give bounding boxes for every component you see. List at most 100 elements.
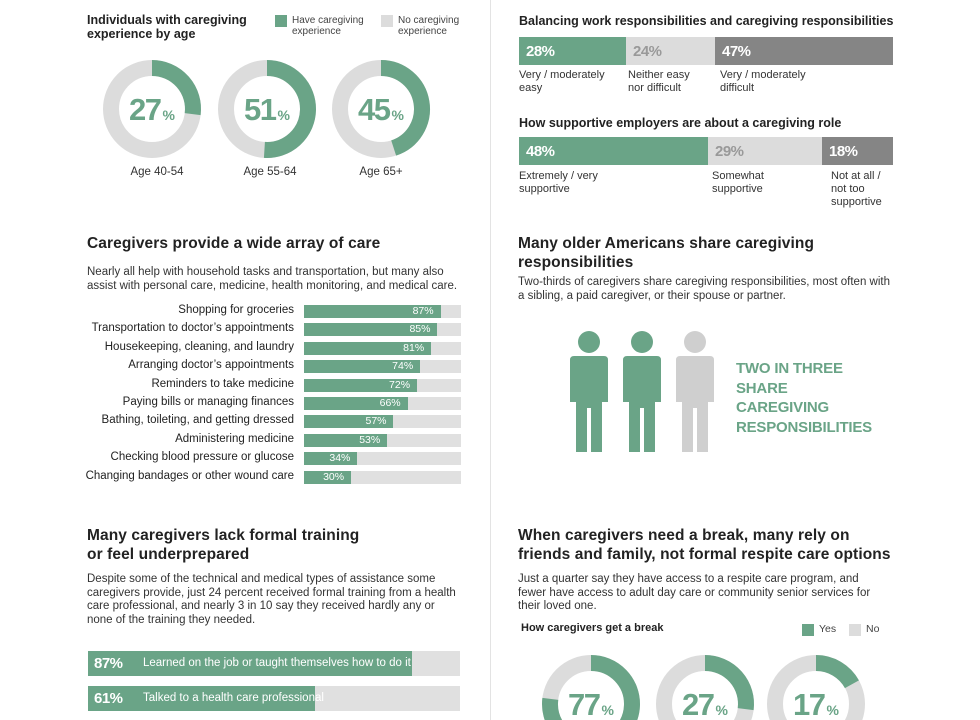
share-callout: TWO IN THREE SHARE CAREGIVING RESPONSIBI… [736,359,876,437]
break-donut-charts: 77% 27% 17% [542,655,865,720]
column-divider [490,0,491,720]
care-bar-label: Administering medicine [175,432,294,445]
care-bar-row: Paying bills or managing finances 66% [87,396,461,410]
break-chart-title: How caregivers get a break [521,622,664,634]
employer-stacked-bar: 48% 29% 18% [519,137,893,165]
care-bar-label: Checking blood pressure or glucose [110,451,294,464]
care-bar-label: Arranging doctor’s appointments [128,359,294,372]
training-bar-2: 61% Talked to a health care professional [88,686,460,711]
legend-no-break: No [849,624,879,636]
work-chart-title: Balancing work responsibilities and care… [519,14,894,28]
break-donut-value-1: 27% [682,687,728,720]
age-donut-value-2: 45% [358,92,404,127]
legend-no-swatch [849,624,861,636]
care-bar-value: 34% [329,452,351,465]
age-donut-arc-1 [263,60,316,158]
work-label-easy: Very / moderately easy [519,69,605,94]
care-bar-row: Reminders to take medicine 72% [87,377,461,392]
employer-seg-not: 18% [822,137,893,165]
care-bar-value: 87% [412,305,434,317]
training-bar-1-fill [88,651,412,676]
break-donut-arc-0 [542,655,640,720]
share-section-desc: Two-thirds of caregivers share caregivin… [518,276,890,302]
training-bar-1: 87% Learned on the job or taught themsel… [88,651,460,676]
care-bar-track: 81% [304,341,461,355]
care-bar-label: Reminders to take medicine [151,377,294,390]
employer-label-supportive: Extremely / very supportive [519,170,598,195]
care-bar-row: Shopping for groceries 87% [87,304,461,318]
care-bar-row: Checking blood pressure or glucose 34% [87,451,461,466]
break-section-title: When caregivers need a break, many rely … [518,527,891,563]
work-seg-difficult: 47% [715,37,893,65]
care-bar-value: 85% [409,323,431,336]
callout-line-1: TWO IN THREE [736,360,843,377]
care-bar-value: 72% [389,378,411,391]
care-bar-label: Housekeeping, cleaning, and laundry [104,340,294,353]
care-bar-track: 72% [304,378,461,392]
age-chart-title: Individuals with caregiving experience b… [87,13,247,41]
training-bar-1-value: 87% [94,655,123,672]
age-donut-value-0: 27% [129,92,175,127]
care-bar-row: Changing bandages or other wound care 30% [85,469,461,484]
legend-swatch-green [275,15,287,27]
care-bar-fill: 72% [304,378,418,392]
employer-seg-somewhat: 29% [708,137,822,165]
care-bar-value: 74% [392,360,414,373]
training-bar-2-label: Talked to a health care professional [143,692,324,704]
care-bar-value: 66% [379,397,401,409]
break-donut-arc-2 [815,655,859,689]
people-icon-group [570,331,714,452]
age-donut-charts: 27% 51% 45% [103,60,430,158]
work-label-neither: Neither easy nor difficult [628,69,690,94]
work-seg-easy: 28% [519,37,626,65]
share-section-title: Many older Americans share caregiving re… [518,235,815,271]
care-bar-row: Transportation to doctor’s appointments 8… [87,322,461,337]
care-bar-fill: 30% [304,470,352,484]
legend-have-label: Have caregiving experience [292,15,364,37]
care-bar-label: Shopping for groceries [178,304,294,316]
legend-no-label: No caregiving experience [398,15,460,37]
care-bar-fill: 34% [304,452,358,466]
care-bar-fill: 53% [304,433,388,447]
care-bar-row: Arranging doctor’s appointments 74% [87,359,461,374]
care-bar-value: 53% [359,433,381,446]
care-bar-value: 81% [403,341,425,354]
legend-swatch-gray [381,15,393,27]
age-donut-arc-2 [380,60,430,156]
care-bar-track: 74% [304,360,461,374]
person-icon [570,331,608,452]
work-seg-neither: 24% [626,37,715,65]
legend-no-break-label: No [866,623,880,635]
care-bar-label: Changing bandages or other wound care [85,469,294,482]
care-bar-fill: 57% [304,415,394,429]
care-bar-track: 66% [304,397,461,410]
care-bar-row: Housekeeping, cleaning, and laundry 81% [87,340,461,355]
donut-label-55-64: Age 55-64 [243,166,297,178]
callout-line-3: RESPONSIBILITIES [736,418,872,436]
care-bar-track: 30% [304,470,461,484]
care-bar-value: 30% [323,470,345,483]
employer-label-somewhat: Somewhat supportive [712,170,764,195]
care-section-title: Caregivers provide a wide array of care [87,235,381,252]
training-bar-1-label: Learned on the job or taught themselves … [143,657,411,669]
person-icon [676,331,714,452]
care-bar-track: 87% [304,305,461,318]
care-bar-row: Administering medicine 53% [87,432,461,447]
callout-line-2: SHARE CAREGIVING [736,379,830,417]
training-section-desc: Despite some of the technical and medica… [87,573,456,626]
care-bar-track: 34% [304,452,461,466]
care-bar-fill: 66% [304,397,408,410]
work-label-difficult: Very / moderately difficult [720,69,806,94]
person-icon [623,331,661,452]
legend-no: No caregiving experience [381,15,476,37]
break-section-desc: Just a quarter say they have access to a… [518,573,871,612]
legend-have: Have caregiving experience [275,15,375,37]
care-bar-fill: 85% [304,323,438,337]
care-bar-track: 57% [304,415,461,429]
care-bar-label: Paying bills or managing finances [122,396,294,408]
employer-seg-supportive: 48% [519,137,708,165]
care-bar-fill: 87% [304,305,441,318]
donut-label-40-54: Age 40-54 [130,166,184,178]
legend-yes: Yes [802,624,836,636]
break-donut-value-0: 77% [568,687,614,720]
